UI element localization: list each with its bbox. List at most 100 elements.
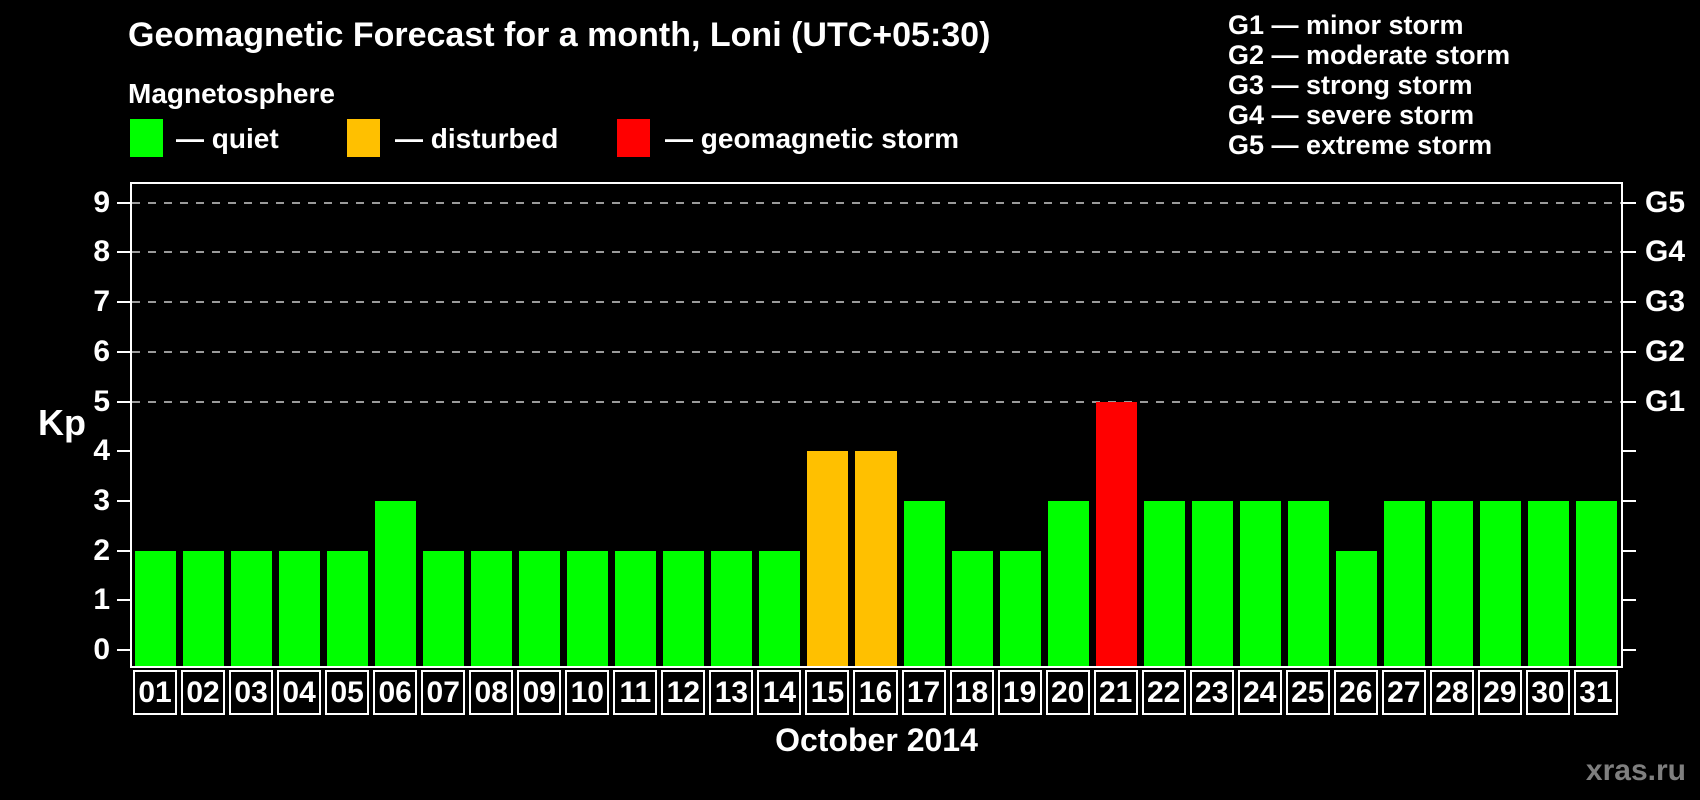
day-label-31: 31	[1573, 670, 1618, 715]
gridline-kp-5	[132, 400, 1621, 403]
storm-legend-label: — geomagnetic storm	[665, 123, 960, 154]
day-label-19: 19	[997, 670, 1042, 715]
day-label-03: 03	[229, 670, 274, 715]
day-label-25: 25	[1285, 670, 1330, 715]
kp-bar-day-29	[1479, 500, 1521, 666]
g-scale-legend-line: G1 — minor storm	[1228, 10, 1464, 40]
kp-bar-day-28	[1431, 500, 1473, 666]
kp-bar-day-06	[375, 500, 417, 666]
kp-bar-day-04	[279, 550, 321, 666]
kp-bar-day-15	[807, 451, 849, 666]
right-tick-kp-8	[1623, 251, 1636, 254]
left-tick-kp-3	[117, 499, 130, 502]
day-label-22: 22	[1141, 670, 1186, 715]
kp-bar-day-02	[183, 550, 225, 666]
kp-bar-day-12	[663, 550, 705, 666]
month-label: October 2014	[775, 722, 978, 758]
g-scale-legend-line: G5 — extreme storm	[1228, 130, 1493, 160]
left-tick-kp-0	[117, 649, 130, 651]
day-label-10: 10	[565, 670, 610, 715]
storm-swatch-icon	[617, 119, 650, 157]
y-axis-label-3: 3	[93, 483, 110, 517]
kp-bar-day-07	[423, 550, 465, 666]
g-scale-label-G3: G3	[1645, 285, 1686, 319]
kp-bar-day-03	[231, 550, 273, 666]
day-label-30: 30	[1525, 670, 1570, 715]
right-tick-kp-6	[1623, 350, 1636, 353]
g-scale-label-G1: G1	[1645, 384, 1686, 418]
day-label-08: 08	[469, 670, 514, 715]
plot-area	[130, 182, 1623, 668]
right-tick-kp-7	[1623, 301, 1636, 304]
kp-bar-day-25	[1287, 500, 1329, 666]
left-tick-kp-9	[117, 201, 130, 204]
y-axis-label-5: 5	[93, 384, 110, 418]
day-label-01: 01	[133, 670, 178, 715]
kp-bar-day-30	[1527, 500, 1569, 666]
day-label-11: 11	[613, 670, 658, 715]
kp-bar-day-27	[1383, 500, 1425, 666]
g-scale-label-G4: G4	[1645, 235, 1686, 269]
quiet-legend-label: — quiet	[176, 123, 279, 154]
kp-bar-day-23	[1191, 500, 1233, 666]
kp-bar-day-09	[519, 550, 561, 666]
g-scale-legend-line: G2 — moderate storm	[1228, 40, 1511, 70]
day-label-13: 13	[709, 670, 754, 715]
g-scale-legend-line: G4 — severe storm	[1228, 100, 1475, 130]
right-tick-kp-9	[1623, 201, 1636, 204]
y-axis-label-2: 2	[93, 533, 110, 567]
day-label-28: 28	[1429, 670, 1474, 715]
y-axis-label-9: 9	[93, 185, 110, 219]
left-tick-kp-2	[117, 549, 130, 552]
day-label-12: 12	[661, 670, 706, 715]
kp-bar-day-19	[999, 550, 1041, 666]
g-scale-legend: G1 — minor storm G2 — moderate storm G3 …	[1228, 10, 1510, 160]
y-axis-label-0: 0	[93, 633, 110, 666]
y-axis-label-8: 8	[93, 235, 110, 269]
gridline-kp-8	[132, 251, 1621, 254]
gridline-kp-7	[132, 301, 1621, 304]
day-label-29: 29	[1477, 670, 1522, 715]
left-tick-kp-6	[117, 350, 130, 353]
day-label-21: 21	[1093, 670, 1138, 715]
day-label-15: 15	[805, 670, 850, 715]
kp-bar-day-31	[1575, 500, 1617, 666]
day-label-09: 09	[517, 670, 562, 715]
kp-bar-day-17	[903, 500, 945, 666]
y-axis-label-6: 6	[93, 334, 110, 368]
kp-bar-day-08	[471, 550, 513, 666]
day-label-26: 26	[1333, 670, 1378, 715]
day-label-17: 17	[901, 670, 946, 715]
kp-bar-day-21	[1095, 401, 1137, 666]
right-tick-kp-3	[1623, 499, 1636, 502]
left-tick-kp-4	[117, 450, 130, 453]
kp-bar-day-13	[711, 550, 753, 666]
disturbed-legend-label: — disturbed	[395, 123, 559, 154]
left-tick-kp-8	[117, 251, 130, 254]
y-axis-label-7: 7	[93, 285, 110, 319]
y-axis-label-4: 4	[93, 434, 110, 468]
day-label-24: 24	[1237, 670, 1282, 715]
chart-title: Geomagnetic Forecast for a month, Loni (…	[128, 16, 991, 54]
g-scale-label-G2: G2	[1645, 334, 1686, 368]
watermark: xras.ru	[1585, 754, 1686, 787]
kp-bar-day-10	[567, 550, 609, 666]
day-label-27: 27	[1381, 670, 1426, 715]
kp-bar-day-26	[1335, 550, 1377, 666]
quiet-swatch-icon	[130, 119, 163, 157]
gridline-kp-9	[132, 201, 1621, 204]
kp-bar-day-14	[759, 550, 801, 666]
g-scale-label-G5: G5	[1645, 185, 1686, 219]
left-tick-kp-5	[117, 400, 130, 403]
day-label-16: 16	[853, 670, 898, 715]
kp-axis-label: Kp	[38, 402, 86, 443]
day-label-18: 18	[949, 670, 994, 715]
kp-bar-day-05	[327, 550, 369, 666]
left-tick-kp-1	[117, 599, 130, 602]
kp-bar-day-24	[1239, 500, 1281, 666]
right-tick-kp-5	[1623, 400, 1636, 403]
kp-bar-day-11	[615, 550, 657, 666]
left-tick-kp-7	[117, 301, 130, 304]
day-label-05: 05	[325, 670, 370, 715]
